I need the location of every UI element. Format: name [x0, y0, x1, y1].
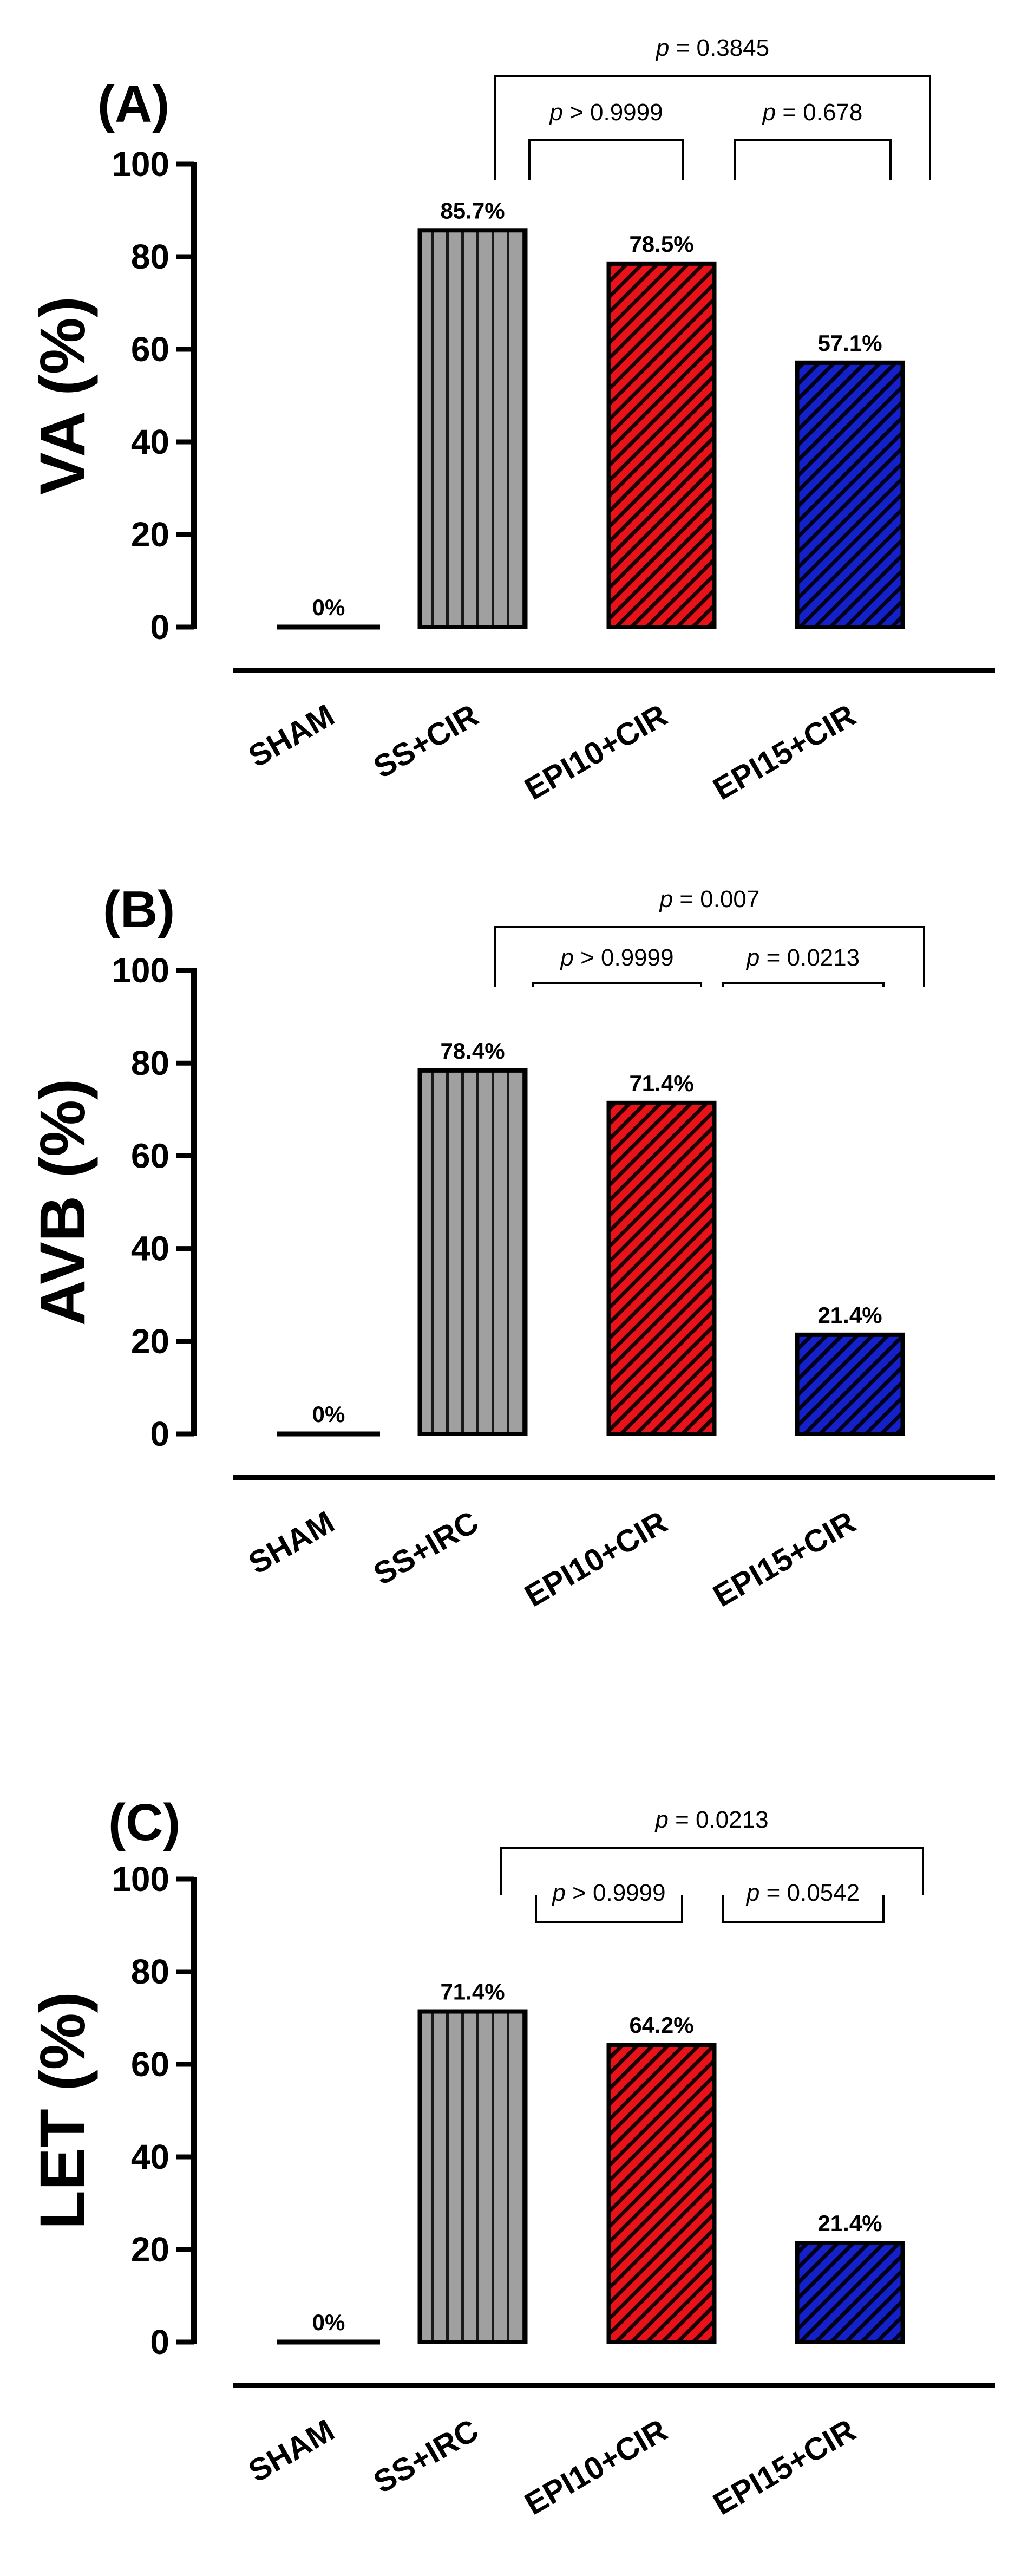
- p-value-label: p = 0.007: [659, 886, 760, 912]
- y-tick-label: 80: [131, 1044, 169, 1082]
- comparison-bracket-b: [722, 1895, 885, 1923]
- comparison-bracket-b: [734, 139, 892, 180]
- x-tick-label: EPI15+CIR: [707, 1504, 861, 1614]
- y-tick-label: 100: [112, 145, 169, 184]
- data-label: 21.4%: [817, 2210, 882, 2236]
- y-tick-label: 0: [150, 608, 169, 647]
- data-label: 85.7%: [440, 198, 505, 223]
- x-tick-label: SS+IRC: [368, 2412, 484, 2500]
- y-tick-label: 40: [131, 422, 169, 461]
- comparison-bracket-outer: [494, 926, 925, 987]
- data-label: 78.5%: [629, 231, 693, 257]
- bar-ss: [417, 1068, 528, 1436]
- x-tick-label: SS+IRC: [368, 1504, 484, 1592]
- bar-epi15: [795, 360, 905, 629]
- panel-label: (B): [103, 881, 175, 938]
- bar-epi10: [606, 261, 717, 629]
- y-tick-label: 20: [131, 515, 169, 554]
- x-tick-label: EPI15+CIR: [707, 2412, 861, 2522]
- bar-epi10: [606, 1100, 717, 1437]
- y-axis-title: VA (%): [27, 296, 99, 495]
- data-label: 21.4%: [817, 1302, 882, 1328]
- comparison-bracket-a: [528, 139, 684, 180]
- data-label: 71.4%: [629, 1071, 693, 1096]
- y-tick-label: 0: [150, 2323, 169, 2362]
- bar-epi10: [606, 2043, 717, 2345]
- panel-b: (B) AVB (%) 0 20 40 60 80 100 0% SHAM 78.4% SS+IRC 7…: [27, 881, 995, 1614]
- y-tick-label: 40: [131, 2137, 169, 2176]
- data-label: 71.4%: [440, 1979, 505, 2005]
- p-value-label: p = 0.0213: [654, 1807, 768, 1833]
- y-tick-label: 100: [112, 951, 169, 990]
- p-value-label: p > 0.9999: [551, 1880, 665, 1906]
- x-tick-label: SHAM: [243, 1504, 340, 1581]
- data-label: 64.2%: [629, 2012, 693, 2038]
- panel-label: (C): [108, 1794, 180, 1851]
- y-axis-title: AVB (%): [27, 1079, 99, 1326]
- panel-a: (A) VA (%) 0 20 40 60 80 100 0% SHAM 85.7% SS+CIR 78…: [27, 35, 995, 807]
- comparison-bracket-outer: [494, 75, 931, 180]
- x-tick-label: SS+CIR: [368, 697, 484, 785]
- data-label: 0%: [312, 2310, 345, 2335]
- x-tick-label: EPI10+CIR: [519, 697, 673, 807]
- x-tick-label: SHAM: [243, 697, 340, 774]
- y-axis-title: LET (%): [27, 1992, 99, 2229]
- y-tick-label: 40: [131, 1229, 169, 1268]
- p-value-label: p > 0.9999: [559, 944, 673, 971]
- x-tick-label: EPI10+CIR: [519, 2412, 673, 2522]
- data-label: 0%: [312, 595, 345, 620]
- y-tick-label: 20: [131, 1322, 169, 1361]
- p-value-label: p > 0.9999: [548, 99, 663, 126]
- p-value-label: p = 0.3845: [655, 35, 769, 61]
- p-value-label: p = 0.678: [762, 99, 863, 126]
- x-tick-label: SHAM: [243, 2412, 340, 2489]
- p-value-label: p = 0.0542: [745, 1880, 860, 1906]
- x-tick-label: EPI15+CIR: [707, 697, 861, 807]
- y-tick-label: 60: [131, 1136, 169, 1175]
- comparison-bracket-outer: [500, 1847, 924, 1895]
- comparison-bracket-a: [532, 982, 702, 987]
- data-label: 78.4%: [440, 1038, 505, 1064]
- y-tick-label: 0: [150, 1414, 169, 1453]
- bar-epi15: [795, 2241, 905, 2344]
- p-value-label: p = 0.0213: [745, 944, 860, 971]
- y-tick-label: 100: [112, 1860, 169, 1899]
- data-label: 57.1%: [817, 330, 882, 356]
- y-tick-label: 60: [131, 2045, 169, 2084]
- y-tick-label: 80: [131, 237, 169, 276]
- bar-ss: [417, 228, 528, 629]
- y-tick-label: 80: [131, 1952, 169, 1991]
- bar-ss: [417, 2009, 528, 2344]
- comparison-bracket-b: [722, 982, 885, 987]
- bar-epi15: [795, 1332, 905, 1436]
- y-tick-label: 20: [131, 2230, 169, 2269]
- panel-c: (C) LET (%) 0 20 40 60 80 100 0% SHAM 71.4% SS+IRC 6…: [27, 1794, 995, 2522]
- x-tick-label: EPI10+CIR: [519, 1504, 673, 1614]
- comparison-bracket-a: [535, 1895, 683, 1923]
- data-label: 0%: [312, 1401, 345, 1427]
- y-tick-label: 60: [131, 330, 169, 369]
- panel-label: (A): [97, 75, 169, 133]
